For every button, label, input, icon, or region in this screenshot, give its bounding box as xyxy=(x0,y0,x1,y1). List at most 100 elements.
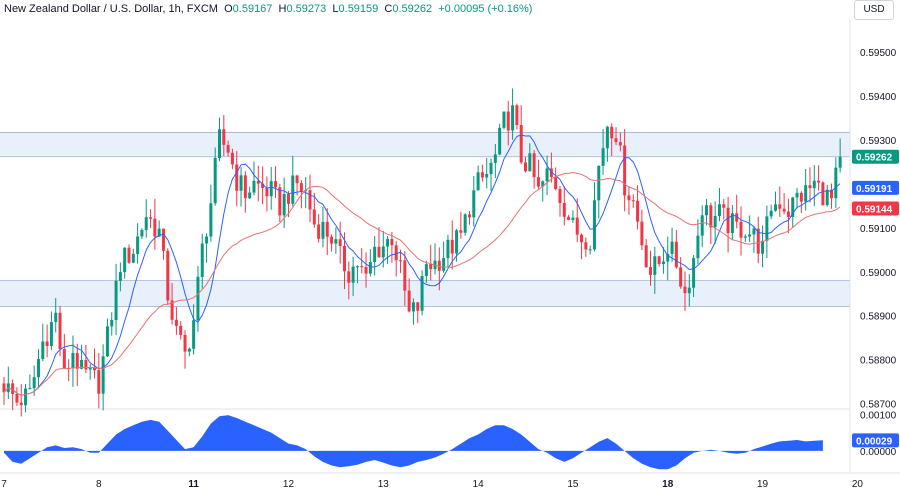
candle-body xyxy=(105,326,109,357)
candle xyxy=(222,114,226,157)
candle xyxy=(286,191,290,218)
candle xyxy=(644,239,648,269)
candle xyxy=(666,236,670,281)
ohlc-header: New Zealand Dollar / U.S. Dollar, 1h, FX… xyxy=(4,3,532,15)
candle xyxy=(243,171,247,213)
candle-body xyxy=(36,359,40,378)
candle xyxy=(485,157,489,189)
candle xyxy=(717,188,721,222)
candle xyxy=(36,349,40,388)
candle xyxy=(838,138,842,173)
candle xyxy=(631,194,635,208)
candle-body xyxy=(786,211,790,217)
candle xyxy=(748,215,752,243)
candle-body xyxy=(291,175,295,204)
candle-body xyxy=(584,242,588,250)
candle-body xyxy=(256,180,260,184)
candle xyxy=(653,246,657,294)
x-tick-label: 7 xyxy=(1,479,7,490)
x-tick-label: 11 xyxy=(188,479,199,490)
candle xyxy=(472,175,476,227)
candle-body xyxy=(49,322,53,346)
candle-body xyxy=(157,228,161,237)
candle-body xyxy=(248,192,252,199)
high-value: 0.59273 xyxy=(286,3,327,15)
y-tick-label: 0.59000 xyxy=(860,268,897,279)
candle-body xyxy=(567,216,571,220)
candle-body xyxy=(200,243,204,277)
candle xyxy=(705,199,709,226)
candle xyxy=(226,140,230,157)
candle xyxy=(498,123,502,156)
candle-body xyxy=(739,221,743,238)
candle-body xyxy=(541,181,545,187)
candle-body xyxy=(554,177,558,190)
candle xyxy=(722,198,726,220)
candle xyxy=(101,344,105,411)
candle-body xyxy=(170,300,174,320)
osc-y-tick-label: 0.00000 xyxy=(860,447,897,458)
currency-button[interactable]: USD xyxy=(854,0,894,20)
candle-body xyxy=(459,230,463,233)
candle xyxy=(239,167,243,207)
candle xyxy=(670,227,674,263)
candle-body xyxy=(722,204,726,208)
candle xyxy=(170,282,174,325)
candle xyxy=(93,348,97,379)
price-tag: 0.59144 xyxy=(852,201,899,216)
candle-body xyxy=(610,126,614,139)
candle xyxy=(205,233,209,263)
x-tick-label: 13 xyxy=(378,479,390,490)
candle-body xyxy=(399,260,403,262)
candle-body xyxy=(62,349,66,369)
candle-body xyxy=(575,217,579,235)
candle xyxy=(308,174,312,223)
candle-body xyxy=(32,377,36,389)
candle-body xyxy=(41,341,45,360)
x-tick-label: 12 xyxy=(283,479,295,490)
candle xyxy=(674,230,678,269)
candle xyxy=(282,177,286,228)
candle-body xyxy=(230,152,234,165)
candle xyxy=(459,211,463,239)
candle xyxy=(597,165,601,219)
candle xyxy=(278,183,282,223)
candle-body xyxy=(368,262,372,274)
candle-body xyxy=(605,126,609,149)
y-tick-label: 0.58800 xyxy=(860,356,897,367)
candle xyxy=(179,321,183,340)
candle-body xyxy=(493,154,497,163)
candle-body xyxy=(2,383,6,393)
candle xyxy=(614,127,618,146)
candle xyxy=(269,166,273,210)
candle xyxy=(795,187,799,209)
open-value: 0.59167 xyxy=(232,3,273,15)
candle xyxy=(769,204,773,220)
candle-body xyxy=(243,175,247,199)
candle-body xyxy=(524,162,528,172)
candle xyxy=(261,166,265,205)
candle xyxy=(291,155,295,207)
candle-body xyxy=(149,217,153,219)
candle xyxy=(700,205,704,248)
candle xyxy=(623,129,627,212)
candle-body xyxy=(136,236,140,254)
candle xyxy=(636,185,640,230)
candle-body xyxy=(209,203,213,237)
candle-body xyxy=(485,174,489,178)
candle xyxy=(325,208,329,256)
candle-body xyxy=(455,230,459,254)
candle-body xyxy=(265,187,269,197)
candle xyxy=(209,184,213,242)
moving-averages-layer xyxy=(3,134,841,396)
candle-body xyxy=(804,185,808,202)
candle-body xyxy=(312,209,316,225)
candle xyxy=(713,201,717,245)
candle-body xyxy=(498,127,502,155)
candle-body xyxy=(821,182,825,206)
candle xyxy=(2,376,6,405)
x-tick-label: 8 xyxy=(96,479,102,490)
candle xyxy=(166,248,170,305)
